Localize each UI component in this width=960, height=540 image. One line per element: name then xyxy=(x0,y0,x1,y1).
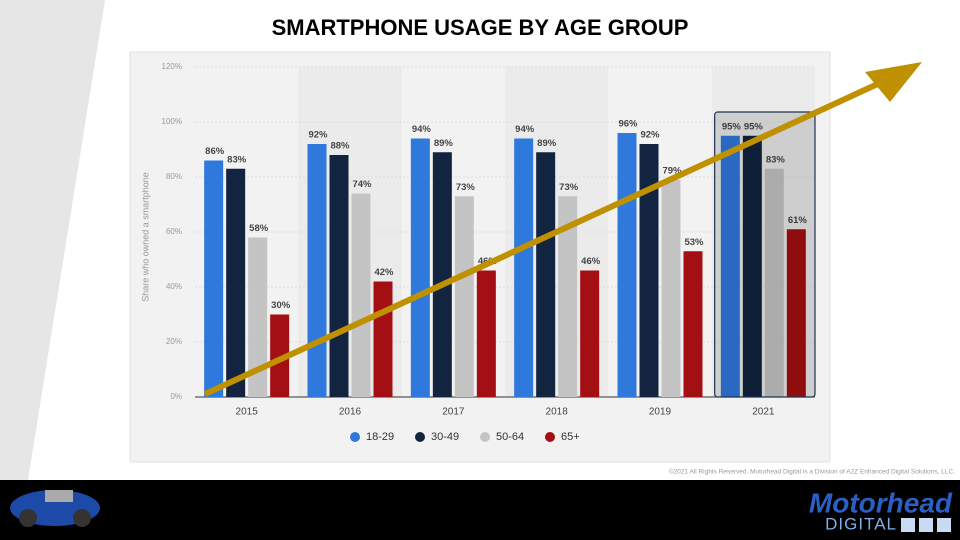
x-tick-label: 2021 xyxy=(752,407,775,418)
bar xyxy=(373,281,393,397)
value-label: 73% xyxy=(559,182,579,193)
y-tick-label: 20% xyxy=(166,337,182,346)
value-label: 94% xyxy=(515,124,535,135)
logo-bottom: DIGITAL xyxy=(825,514,897,533)
bar xyxy=(786,229,806,397)
bar xyxy=(204,160,224,397)
value-label: 42% xyxy=(374,267,394,278)
value-label: 73% xyxy=(456,182,476,193)
value-label: 53% xyxy=(684,237,704,248)
value-label: 95% xyxy=(744,121,764,132)
trend-arrowhead xyxy=(865,62,922,102)
bar xyxy=(558,196,578,397)
value-label: 89% xyxy=(434,138,454,149)
bar xyxy=(514,138,534,397)
bar xyxy=(764,168,784,397)
value-label: 58% xyxy=(249,223,269,234)
bar xyxy=(351,193,371,397)
legend-swatch xyxy=(545,432,555,442)
value-label: 88% xyxy=(330,141,350,152)
value-label: 96% xyxy=(618,119,638,130)
left-logo xyxy=(10,490,100,527)
value-label: 46% xyxy=(581,256,601,267)
y-tick-label: 120% xyxy=(162,62,182,71)
bar xyxy=(270,314,290,397)
bg-diagonal xyxy=(0,0,105,480)
legend-label: 18-29 xyxy=(366,431,394,443)
value-label: 30% xyxy=(271,300,291,311)
x-tick-label: 2016 xyxy=(339,407,362,418)
x-tick-label: 2018 xyxy=(546,407,569,418)
bar xyxy=(580,270,600,397)
bar xyxy=(661,179,681,397)
legend-swatch xyxy=(350,432,360,442)
value-label: 86% xyxy=(205,146,225,157)
footer-band xyxy=(0,480,960,540)
bar xyxy=(410,138,430,397)
bar xyxy=(307,144,327,397)
bar xyxy=(248,237,268,397)
legend-label: 50-64 xyxy=(496,431,524,443)
bar xyxy=(617,133,637,397)
logo-squares xyxy=(901,518,951,532)
value-label: 74% xyxy=(352,179,372,190)
legend-label: 30-49 xyxy=(431,431,459,443)
bar xyxy=(639,144,659,397)
bar xyxy=(683,251,703,397)
trend-arrow xyxy=(203,73,897,397)
bar xyxy=(226,168,246,397)
legend-swatch xyxy=(415,432,425,442)
copyright: ©2021 All Rights Reserved. Motorhead Dig… xyxy=(669,468,955,476)
bar xyxy=(536,152,556,397)
highlight-box xyxy=(714,111,816,398)
x-tick-label: 2015 xyxy=(236,407,259,418)
value-label: 94% xyxy=(412,124,432,135)
y-tick-label: 80% xyxy=(166,172,182,181)
value-label: 95% xyxy=(722,121,742,132)
x-tick-label: 2019 xyxy=(649,407,672,418)
legend-label: 65+ xyxy=(561,431,580,443)
y-tick-label: 60% xyxy=(166,227,182,236)
chart-title: SMARTPHONE USAGE BY AGE GROUP xyxy=(272,15,689,40)
bar xyxy=(329,155,349,397)
y-tick-label: 100% xyxy=(162,117,182,126)
bar xyxy=(742,135,762,397)
y-tick-label: 0% xyxy=(170,392,182,401)
legend-swatch xyxy=(480,432,490,442)
value-label: 61% xyxy=(788,215,808,226)
bar xyxy=(454,196,474,397)
value-label: 83% xyxy=(766,154,786,165)
value-label: 92% xyxy=(640,130,660,141)
value-label: 79% xyxy=(662,165,682,176)
y-axis-label: Share who owned a smartphone xyxy=(140,172,150,302)
bar xyxy=(476,270,496,397)
logo-top: Motorhead xyxy=(809,487,953,518)
bar xyxy=(432,152,452,397)
value-label: 89% xyxy=(537,138,557,149)
y-tick-label: 40% xyxy=(166,282,182,291)
x-tick-label: 2017 xyxy=(442,407,465,418)
value-label: 83% xyxy=(227,154,247,165)
value-label: 92% xyxy=(308,130,328,141)
bar xyxy=(720,135,740,397)
